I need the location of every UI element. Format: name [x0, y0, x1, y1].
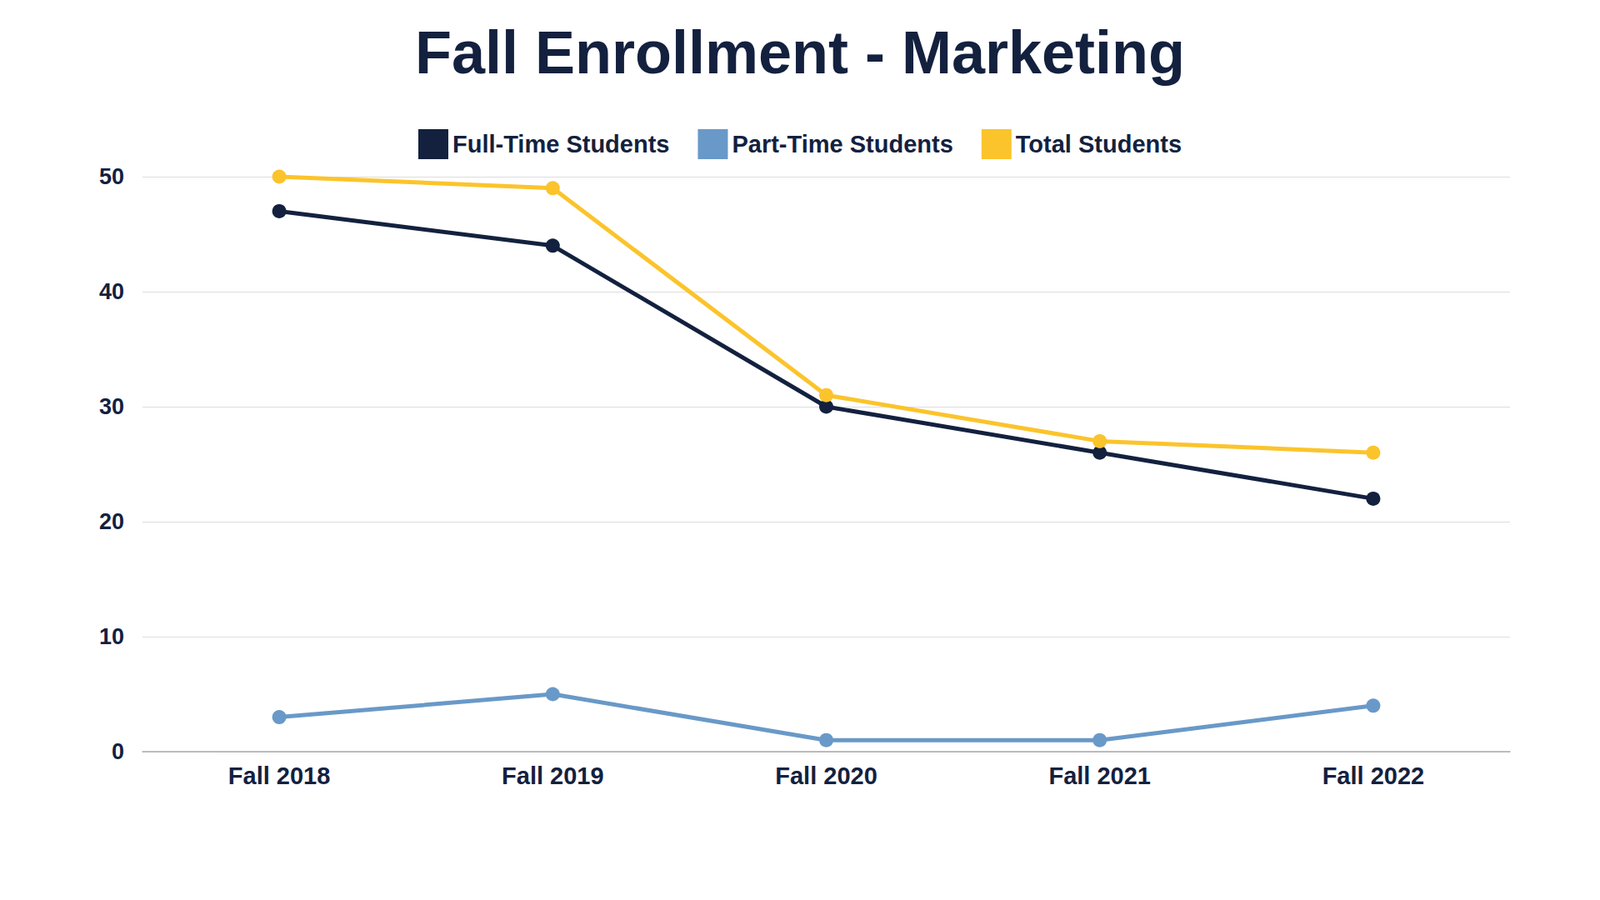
svg-text:Fall 2018: Fall 2018 [228, 762, 331, 790]
svg-text:30: 30 [99, 394, 125, 420]
svg-text:Fall 2019: Fall 2019 [501, 762, 605, 790]
svg-text:50: 50 [99, 164, 125, 190]
svg-text:Fall 2022: Fall 2022 [1322, 762, 1425, 790]
svg-text:20: 20 [99, 509, 125, 535]
svg-text:Full-Time Students: Full-Time Students [452, 130, 670, 158]
svg-text:Total Students: Total Students [1015, 130, 1182, 158]
svg-text:Part-Time Students: Part-Time Students [731, 130, 953, 158]
svg-text:40: 40 [99, 279, 125, 305]
svg-text:Fall 2021: Fall 2021 [1048, 762, 1151, 790]
svg-text:0: 0 [111, 739, 125, 765]
svg-text:10: 10 [99, 624, 125, 650]
svg-text:Fall 2020: Fall 2020 [775, 762, 878, 790]
svg-text:Fall Enrollment - Marketing: Fall Enrollment - Marketing [415, 19, 1185, 86]
